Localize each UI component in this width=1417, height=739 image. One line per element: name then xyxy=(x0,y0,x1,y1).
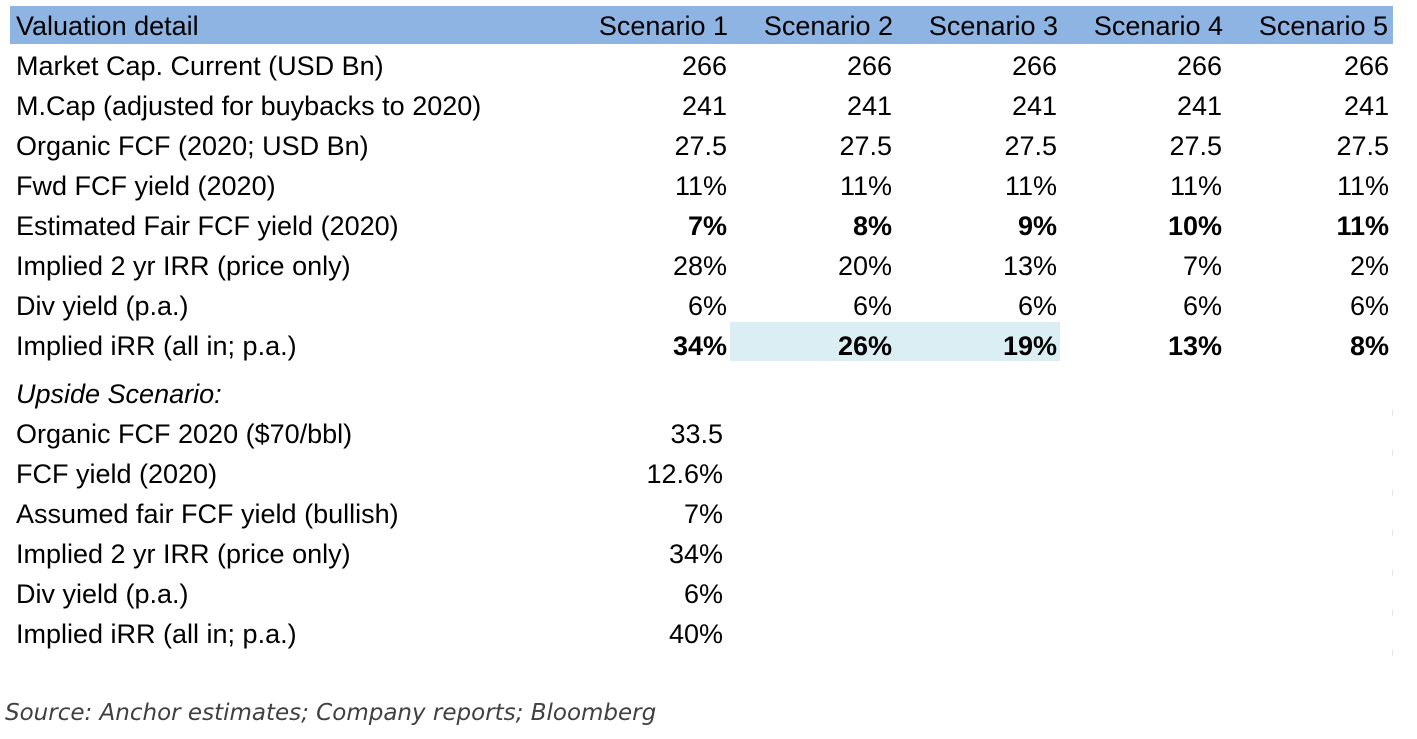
upside-row-label: FCF yield (2020) xyxy=(16,459,218,489)
upside-row-label: Organic FCF 2020 ($70/bbl) xyxy=(16,419,353,449)
row-label: Fwd FCF yield (2020) xyxy=(16,171,276,201)
upside-row-label: Assumed fair FCF yield (bullish) xyxy=(16,499,399,529)
row-value-scenario-5: 6% xyxy=(1349,291,1389,321)
row-value-scenario-1: 28% xyxy=(672,251,727,281)
row-value-scenario-1: 266 xyxy=(681,51,727,81)
row-value-scenario-3: 19% xyxy=(1002,331,1057,361)
gridline-mark xyxy=(1392,610,1393,616)
row-value-scenario-3: 241 xyxy=(1011,91,1057,121)
row-value-scenario-5: 241 xyxy=(1343,91,1389,121)
scenario-header-5: Scenario 5 xyxy=(1258,11,1388,41)
source-note: Source: Anchor estimates; Company report… xyxy=(5,700,657,726)
upside-row-value: 12.6% xyxy=(646,459,723,489)
row-value-scenario-1: 7% xyxy=(687,211,727,241)
row-value-scenario-1: 11% xyxy=(674,171,727,201)
row-value-scenario-3: 9% xyxy=(1017,211,1057,241)
gridline-mark xyxy=(1392,650,1393,656)
row-value-scenario-4: 7% xyxy=(1182,251,1222,281)
table-title: Valuation detail xyxy=(16,11,199,41)
row-value-scenario-2: 26% xyxy=(837,331,892,361)
upside-scenario-title: Upside Scenario: xyxy=(16,379,222,409)
row-value-scenario-2: 11% xyxy=(839,171,892,201)
row-value-scenario-5: 8% xyxy=(1349,331,1389,361)
gridline-mark xyxy=(1392,570,1393,576)
row-value-scenario-1: 6% xyxy=(687,291,727,321)
row-value-scenario-2: 8% xyxy=(852,211,892,241)
row-value-scenario-3: 13% xyxy=(1002,251,1057,281)
row-value-scenario-1: 241 xyxy=(681,91,727,121)
row-value-scenario-5: 27.5 xyxy=(1336,131,1389,161)
gridline-mark xyxy=(1392,490,1393,496)
row-value-scenario-5: 11% xyxy=(1336,171,1389,201)
row-value-scenario-4: 266 xyxy=(1176,51,1222,81)
upside-row-label: Div yield (p.a.) xyxy=(16,579,189,609)
row-label: Implied iRR (all in; p.a.) xyxy=(16,331,297,361)
scenario-header-4: Scenario 4 xyxy=(1093,11,1223,41)
upside-row-label: Implied iRR (all in; p.a.) xyxy=(16,619,297,649)
row-value-scenario-1: 34% xyxy=(672,331,727,361)
row-value-scenario-1: 27.5 xyxy=(674,131,727,161)
table-header-bar xyxy=(10,6,1393,44)
gridline-mark xyxy=(1392,450,1393,456)
row-value-scenario-3: 11% xyxy=(1004,171,1057,201)
row-value-scenario-4: 241 xyxy=(1176,91,1222,121)
scenario-header-1: Scenario 1 xyxy=(598,11,728,41)
upside-row-value: 6% xyxy=(683,579,723,609)
row-label: Estimated Fair FCF yield (2020) xyxy=(16,211,399,241)
row-label: Market Cap. Current (USD Bn) xyxy=(16,51,384,81)
row-label: Organic FCF (2020; USD Bn) xyxy=(16,131,369,161)
highlighted-cells xyxy=(730,322,1060,361)
row-value-scenario-2: 6% xyxy=(852,291,892,321)
row-value-scenario-3: 266 xyxy=(1011,51,1057,81)
upside-row-value: 40% xyxy=(668,619,723,649)
row-value-scenario-5: 11% xyxy=(1336,211,1389,241)
row-value-scenario-4: 27.5 xyxy=(1169,131,1222,161)
row-label: Implied 2 yr IRR (price only) xyxy=(16,251,351,281)
row-value-scenario-5: 266 xyxy=(1343,51,1389,81)
row-value-scenario-4: 10% xyxy=(1167,211,1222,241)
upside-row-value: 33.5 xyxy=(670,419,723,449)
row-value-scenario-4: 6% xyxy=(1182,291,1222,321)
row-value-scenario-2: 266 xyxy=(846,51,892,81)
row-value-scenario-3: 6% xyxy=(1017,291,1057,321)
row-label: M.Cap (adjusted for buybacks to 2020) xyxy=(16,91,482,121)
upside-row-value: 7% xyxy=(683,499,723,529)
scenario-header-2: Scenario 2 xyxy=(763,11,893,41)
row-value-scenario-5: 2% xyxy=(1349,251,1389,281)
row-value-scenario-2: 20% xyxy=(837,251,892,281)
scenario-header-3: Scenario 3 xyxy=(928,11,1058,41)
gridline-mark xyxy=(1392,530,1393,536)
row-value-scenario-4: 11% xyxy=(1169,171,1222,201)
upside-row-label: Implied 2 yr IRR (price only) xyxy=(16,539,351,569)
upside-row-value: 34% xyxy=(668,539,723,569)
row-value-scenario-2: 27.5 xyxy=(839,131,892,161)
row-label: Div yield (p.a.) xyxy=(16,291,189,321)
row-value-scenario-4: 13% xyxy=(1167,331,1222,361)
row-value-scenario-3: 27.5 xyxy=(1004,131,1057,161)
row-value-scenario-2: 241 xyxy=(846,91,892,121)
gridline-mark xyxy=(1392,410,1393,416)
